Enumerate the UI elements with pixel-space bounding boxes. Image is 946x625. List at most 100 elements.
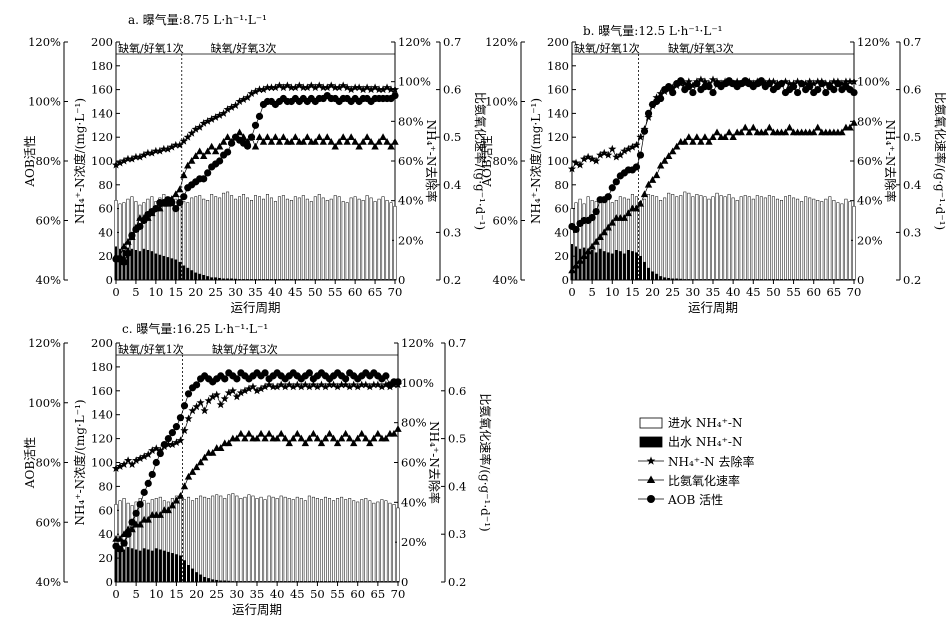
aob-point [640, 127, 649, 135]
influent-bar [226, 191, 230, 281]
influent-bar [254, 195, 257, 281]
effluent-bar [158, 254, 162, 281]
influent-bar [779, 200, 783, 281]
influent-bar [301, 195, 305, 281]
rate-point [327, 137, 335, 145]
removal-point [203, 117, 212, 125]
rate-point [382, 434, 390, 442]
series-effluent-bars [570, 244, 856, 281]
removal-point [309, 380, 318, 389]
removal-point [191, 124, 200, 133]
effluent-bar [222, 278, 226, 281]
influent-bar [365, 195, 369, 281]
rate-point [265, 429, 273, 437]
rate-point [225, 439, 233, 447]
removal-point [151, 146, 160, 155]
rate-axis-title: 比氨氧化速率/(g·g⁻¹·d⁻¹) [473, 92, 488, 230]
influent-bar [691, 196, 695, 281]
influent-bar [385, 200, 389, 281]
rate-point [245, 429, 253, 437]
rate-point [192, 463, 201, 471]
rate-point [351, 137, 359, 145]
aob-point [164, 435, 172, 443]
influent-bar [788, 195, 792, 281]
removal-point [252, 386, 262, 395]
aob-point [818, 80, 826, 88]
aob-point [204, 169, 212, 177]
effluent-bar [808, 279, 812, 281]
effluent-bar [353, 279, 357, 281]
rate-point [814, 123, 822, 131]
rate-point [335, 137, 343, 145]
rate-point [765, 123, 774, 131]
effluent-bar [779, 279, 783, 281]
influent-bar [219, 495, 223, 583]
removal-tick-label: 120% [401, 336, 434, 350]
removal-point [769, 77, 778, 86]
aob-point [152, 458, 160, 467]
effluent-bar [321, 279, 325, 281]
rate-tick-label: 0.6 [448, 384, 466, 398]
influent-bar [836, 202, 840, 281]
rate-point [749, 123, 757, 131]
effluent-bar [332, 581, 336, 583]
effluent-bar [158, 549, 162, 583]
effluent-bar [775, 279, 779, 281]
effluent-bar [142, 248, 146, 281]
effluent-bar [344, 581, 348, 583]
influent-bar [360, 499, 364, 583]
removal-point [349, 380, 358, 389]
rate-point [251, 142, 260, 150]
rate-tick-label: 0.2 [448, 575, 466, 589]
aob-point [120, 258, 128, 266]
concentration-tick-label: 60 [554, 202, 569, 216]
rate-point [358, 429, 366, 437]
removal-point [164, 440, 173, 449]
x-tick-label: 0 [568, 285, 575, 299]
x-tick-label: 55 [786, 285, 801, 299]
influent-bar [261, 198, 265, 281]
effluent-bar [695, 279, 699, 281]
removal-point [159, 144, 168, 153]
aob-point [251, 121, 260, 129]
removal-tick-label: 40% [398, 194, 424, 208]
series-removal [111, 81, 400, 169]
removal-point [247, 89, 256, 98]
influent-bar [265, 194, 269, 281]
aob-point [814, 86, 822, 94]
rate-point [207, 142, 216, 150]
effluent-bar [126, 547, 130, 583]
concentration-tick-label: 200 [547, 35, 569, 49]
rate-tick-label: 0.3 [903, 225, 921, 239]
rate-point [362, 434, 370, 442]
concentration-tick-label: 120 [91, 130, 113, 144]
effluent-bar [368, 581, 372, 583]
influent-bar [763, 197, 767, 281]
influent-bar [784, 196, 788, 281]
influent-bar [295, 496, 299, 583]
x-tick-label: 55 [330, 587, 345, 601]
removal-point [341, 380, 350, 389]
rate-point [203, 147, 212, 155]
influent-bar [315, 498, 319, 583]
influent-bar [751, 198, 755, 281]
rate-point [223, 133, 232, 140]
aob-point [128, 518, 136, 526]
removal-point [228, 386, 237, 395]
effluent-bar [271, 581, 275, 583]
removal-point [187, 128, 196, 137]
rate-point [196, 147, 204, 155]
removal-point [620, 146, 629, 155]
effluent-bar [134, 549, 138, 583]
effluent-bar [265, 279, 269, 281]
removal-point [327, 81, 336, 90]
aob-point [192, 381, 201, 389]
x-tick-label: 70 [847, 285, 862, 299]
effluent-bar [356, 581, 360, 583]
effluent-bar [570, 244, 574, 281]
effluent-bar [349, 279, 353, 281]
removal-point [163, 144, 172, 153]
influent-bar [663, 197, 667, 281]
